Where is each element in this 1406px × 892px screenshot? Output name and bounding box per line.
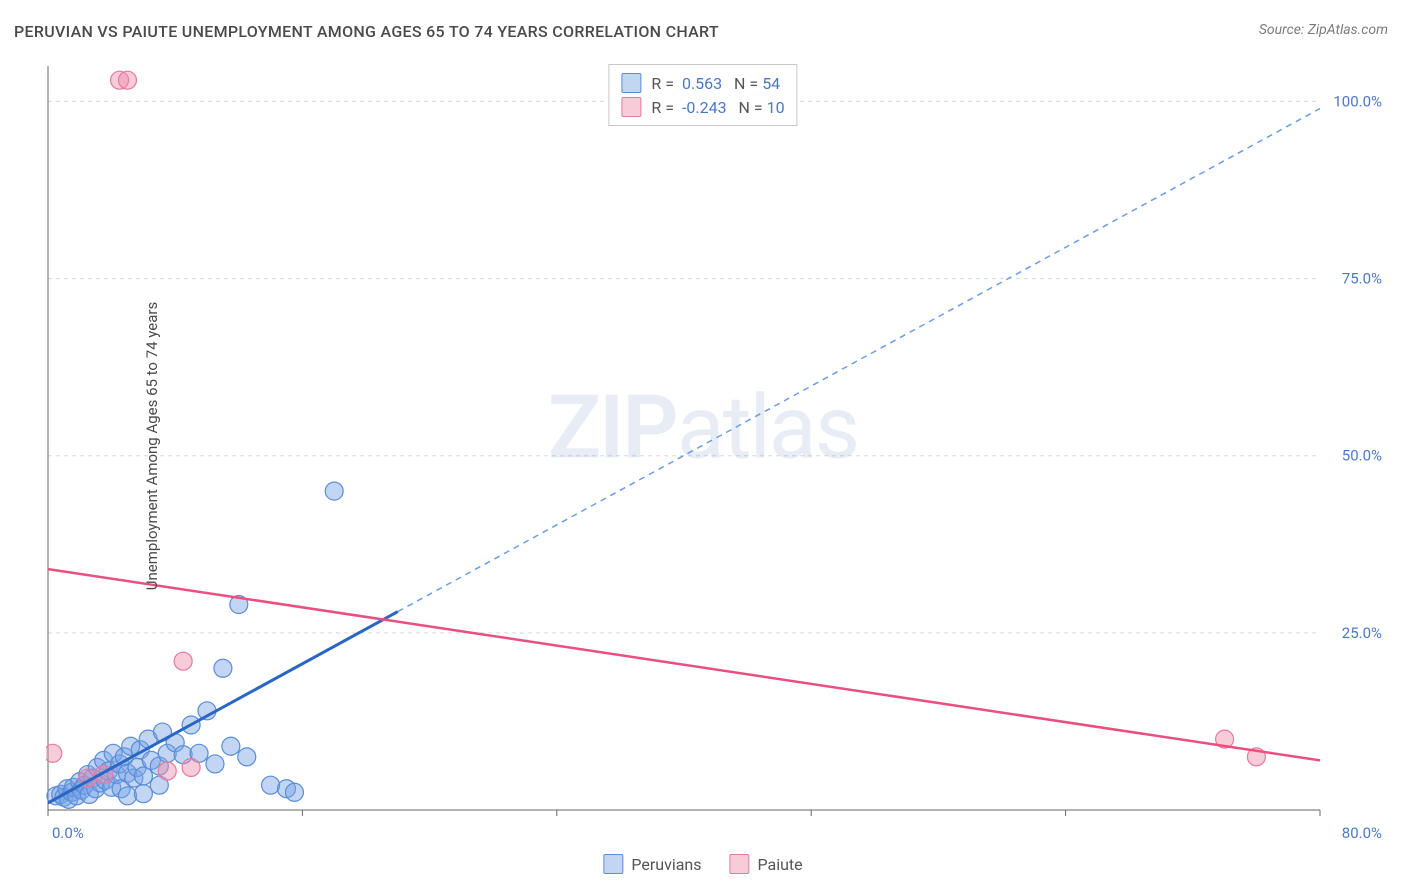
y-axis-label: Unemployment Among Ages 65 to 74 years: [143, 302, 161, 590]
svg-text:25.0%: 25.0%: [1342, 624, 1382, 642]
chart-title: PERUVIAN VS PAIUTE UNEMPLOYMENT AMONG AG…: [14, 22, 719, 41]
svg-text:75.0%: 75.0%: [1342, 270, 1382, 288]
stats-legend-row: R = 0.563 N = 54: [621, 71, 784, 95]
legend-swatch: [730, 854, 750, 874]
svg-text:80.0%: 80.0%: [1342, 824, 1382, 840]
stats-text: R = 0.563 N = 54: [651, 74, 780, 93]
bottom-legend-item: Paiute: [730, 854, 803, 874]
stats-legend: R = 0.563 N = 54 R = -0.243 N = 10: [608, 64, 797, 126]
svg-text:0.0%: 0.0%: [52, 824, 84, 840]
stats-text: R = -0.243 N = 10: [651, 98, 784, 117]
legend-swatch: [621, 73, 641, 93]
svg-text:100.0%: 100.0%: [1333, 92, 1382, 110]
bottom-legend-item: Peruvians: [603, 854, 701, 874]
legend-swatch: [603, 854, 623, 874]
bottom-legend: Peruvians Paiute: [603, 854, 802, 874]
legend-swatch: [621, 97, 641, 117]
stats-legend-row: R = -0.243 N = 10: [621, 95, 784, 119]
legend-label: Paiute: [758, 855, 803, 874]
svg-text:50.0%: 50.0%: [1342, 447, 1382, 465]
legend-label: Peruvians: [631, 855, 701, 874]
chart-area: 25.0% 50.0% 75.0% 100.0% 0.0% 80.0%: [46, 60, 1390, 840]
scatter-chart: 25.0% 50.0% 75.0% 100.0% 0.0% 80.0%: [46, 60, 1390, 840]
source-attribution: Source: ZipAtlas.com: [1259, 22, 1388, 38]
source-name: ZipAtlas.com: [1308, 22, 1388, 38]
source-label: Source:: [1259, 22, 1304, 38]
